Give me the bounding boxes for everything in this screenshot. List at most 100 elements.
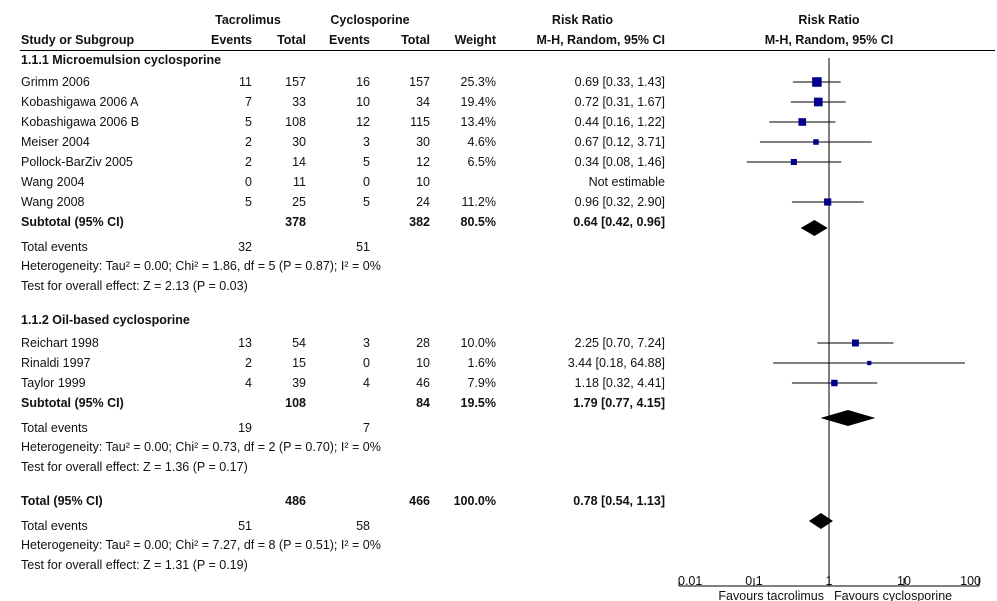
study-square [813, 97, 823, 107]
events2: 4 [363, 376, 370, 390]
total-label: Total (95% CI) [21, 494, 103, 508]
heterogeneity-text: Heterogeneity: Tau² = 0.00; Chi² = 0.73,… [21, 440, 381, 454]
events2: 51 [356, 240, 370, 254]
total1: 54 [292, 336, 306, 350]
events1: 5 [245, 195, 252, 209]
x-tick-label: 1 [826, 574, 833, 588]
total1: 39 [292, 376, 306, 390]
events2: 12 [356, 115, 370, 129]
total2: 10 [416, 175, 430, 189]
total2: 12 [416, 155, 430, 169]
total1: 11 [293, 175, 306, 189]
risk-ratio: 2.25 [0.70, 7.24] [574, 336, 665, 350]
events1: 19 [238, 421, 252, 435]
study-square [790, 158, 797, 166]
study-name: Grimm 2006 [21, 75, 90, 89]
total-events-label: Total events [21, 421, 88, 435]
weight: 80.5% [460, 215, 496, 229]
overall-effect-text: Test for overall effect: Z = 1.31 (P = 0… [21, 558, 248, 572]
risk-ratio: 0.64 [0.42, 0.96] [573, 215, 665, 229]
total1: 108 [285, 396, 306, 410]
risk-ratio: 0.67 [0.12, 3.71] [574, 135, 665, 149]
subgroup-title: 1.1.1 Microemulsion cyclosporine [21, 53, 222, 67]
total2: 157 [409, 75, 430, 89]
total1: 378 [285, 215, 306, 229]
total2: 466 [409, 494, 430, 508]
events2: 7 [363, 421, 370, 435]
study-name: Kobashigawa 2006 B [21, 115, 140, 129]
risk-ratio: 3.44 [0.18, 64.88] [567, 356, 665, 370]
study-square [831, 379, 838, 387]
weight: 11.2% [461, 195, 496, 209]
study-name: Wang 2008 [21, 195, 85, 209]
total1: 157 [285, 75, 306, 89]
events1: 0 [245, 175, 252, 189]
study-name: Kobashigawa 2006 A [21, 95, 139, 109]
events1: 2 [245, 356, 252, 370]
total1: 30 [292, 135, 306, 149]
weight: 1.6% [467, 356, 497, 370]
favours-left-label: Favours tacrolimus [718, 589, 824, 601]
study-name: Meiser 2004 [21, 135, 90, 149]
events2: 10 [356, 95, 370, 109]
risk-ratio: 0.72 [0.31, 1.67] [574, 95, 665, 109]
weight: 4.6% [467, 135, 497, 149]
overall-effect-text: Test for overall effect: Z = 2.13 (P = 0… [21, 279, 248, 293]
total1: 33 [292, 95, 306, 109]
study-name: Pollock-BarZiv 2005 [21, 155, 133, 169]
events2: 3 [363, 135, 370, 149]
study-name: Wang 2004 [21, 175, 85, 189]
risk-ratio: 0.34 [0.08, 1.46] [574, 155, 665, 169]
weight: 10.0% [460, 336, 496, 350]
x-tick-label: 10 [897, 574, 911, 588]
risk-ratio: 1.18 [0.32, 4.41] [574, 376, 665, 390]
weight-header: Weight [454, 33, 496, 47]
heterogeneity-text: Heterogeneity: Tau² = 0.00; Chi² = 7.27,… [21, 538, 381, 552]
study-square [798, 118, 807, 126]
total-events-label: Total events [21, 240, 88, 254]
subtotal-label: Subtotal (95% CI) [21, 396, 124, 410]
study-square [851, 339, 859, 347]
study-name: Taylor 1999 [21, 376, 86, 390]
study-square [813, 139, 819, 145]
events1: 11 [239, 75, 252, 89]
total2: 115 [410, 115, 430, 129]
events2: 16 [356, 75, 370, 89]
x-tick-label: 0.1 [745, 574, 762, 588]
total1: 108 [285, 115, 306, 129]
risk-ratio: 0.69 [0.33, 1.43] [574, 75, 665, 89]
total2: 30 [416, 135, 430, 149]
total2: 46 [416, 376, 430, 390]
events2: 0 [363, 175, 370, 189]
total2: 10 [416, 356, 430, 370]
x-tick-label: 100 [960, 574, 981, 588]
events1: 7 [245, 95, 252, 109]
total2: 28 [416, 336, 430, 350]
favours-right-label: Favours cyclosporine [834, 589, 952, 601]
total2: 34 [416, 95, 430, 109]
events1: 5 [245, 115, 252, 129]
events2: 5 [363, 155, 370, 169]
x-tick-label: 0.01 [678, 574, 702, 588]
total1-header: Total [277, 33, 306, 47]
events2: 5 [363, 195, 370, 209]
risk-ratio: 0.96 [0.32, 2.90] [574, 195, 665, 209]
pooled-diamond [800, 220, 828, 236]
risk-ratio: 0.44 [0.16, 1.22] [574, 115, 665, 129]
total1: 15 [292, 356, 306, 370]
events1: 4 [245, 376, 252, 390]
events1: 51 [238, 519, 252, 533]
study-square [812, 77, 822, 87]
rr-group-header: Risk Ratio [551, 13, 614, 27]
total-events-label: Total events [21, 519, 88, 533]
total1: 25 [292, 195, 306, 209]
total1: 14 [292, 155, 306, 169]
study-header: Study or Subgroup [21, 33, 135, 47]
weight: 100.0% [453, 494, 496, 508]
subgroup-title: 1.1.2 Oil-based cyclosporine [21, 313, 190, 327]
total2-header: Total [401, 33, 430, 47]
total2: 382 [409, 215, 430, 229]
total1: 486 [285, 494, 306, 508]
pooled-diamond [808, 513, 833, 529]
